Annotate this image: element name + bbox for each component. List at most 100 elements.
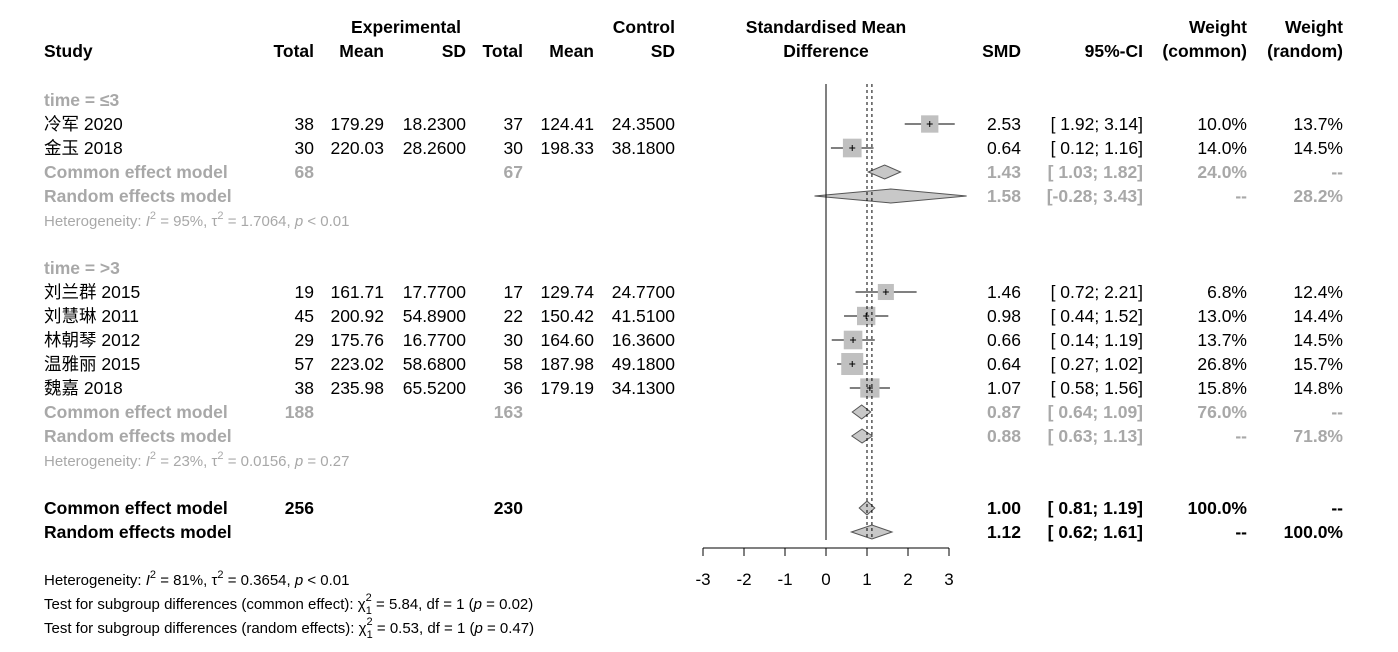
study-weight-random: 14.4% — [1293, 306, 1343, 326]
het-tau2-value: = 0.3654, — [224, 572, 295, 589]
study-e-total: 29 — [295, 330, 314, 350]
study-e-total: 45 — [295, 306, 314, 326]
overall-random-model-weight-random: 100.0% — [1284, 522, 1344, 542]
header-e-mean: Mean — [339, 41, 384, 61]
subgroup-random-model-diamond — [814, 188, 967, 204]
subgroup-common-model: Common effect model 188 163 0.87 [ 0.64; 1.0… — [44, 402, 1343, 422]
header-c-sd: SD — [651, 41, 675, 61]
study-ci: [ 0.58; 1.56] — [1051, 378, 1143, 398]
study-e-sd: 17.7700 — [403, 282, 467, 302]
study-e-total: 30 — [295, 138, 315, 158]
het-p-symbol: p — [294, 453, 303, 470]
subgroup-common-model-c-total: 67 — [504, 162, 523, 182]
overall-random-model-diamond — [849, 524, 894, 540]
test-p-symbol: p — [473, 596, 482, 613]
subgroup-common-model-weight-common: 76.0% — [1197, 402, 1247, 422]
het-p-value: < 0.01 — [303, 213, 349, 230]
header-plot-title-1: Standardised Mean — [746, 17, 906, 37]
study-row: 冷军 2020 38 179.29 18.2300 37 124.41 24.3500 2.5… — [44, 114, 1343, 134]
overall-random-model-weight-common: -- — [1235, 522, 1247, 542]
subgroup-label: time = ≤3 — [44, 90, 120, 110]
subgroup-common-model-weight-common: 24.0% — [1197, 162, 1247, 182]
het-i-symbol: I — [146, 572, 150, 589]
study-c-sd: 24.7700 — [612, 282, 676, 302]
subgroup-common-model-ci: [ 0.64; 1.09] — [1048, 402, 1143, 422]
subgroup-common-model: Common effect model 68 67 1.43 [ 1.03; 1.82]… — [44, 162, 1343, 182]
study-weight-random: 14.5% — [1293, 330, 1343, 350]
subgroup-common-model-c-total: 163 — [494, 402, 523, 422]
study-e-mean: 200.92 — [330, 306, 384, 326]
x-tick-label: 2 — [903, 570, 912, 589]
x-tick-label: -3 — [695, 570, 710, 589]
subgroup-random-model-weight-random: 71.8% — [1293, 426, 1343, 446]
study-c-total: 22 — [504, 306, 523, 326]
study-e-sd: 28.2600 — [403, 138, 467, 158]
header-c-mean: Mean — [549, 41, 594, 61]
study-c-mean: 164.60 — [540, 330, 594, 350]
study-smd: 0.98 — [987, 306, 1021, 326]
study-e-total: 38 — [295, 378, 314, 398]
study-e-mean: 220.03 — [330, 138, 384, 158]
x-axis: -3 -2 -1 0 1 2 3 — [695, 547, 954, 589]
het-tau2-value: = 1.7064, — [224, 213, 295, 230]
het-i-sup: 2 — [150, 569, 156, 581]
het-p-symbol: p — [294, 213, 303, 230]
study-c-total: 30 — [504, 330, 524, 350]
footer-heterogeneity: Heterogeneity: I2 = 81%, τ2 = 0.3654, p … — [44, 569, 350, 589]
overall-common-model: Common effect model 256 230 1.00 [ 0.81; 1.1… — [44, 498, 1343, 518]
header-experimental: Experimental — [351, 17, 461, 37]
study-row: 温雅丽 2015 57 223.02 58.6800 58 187.98 49.1800 0.… — [44, 354, 1343, 374]
x-tick-label: -2 — [736, 570, 751, 589]
overall-common-model-smd: 1.00 — [987, 498, 1021, 518]
het-tau2-value: = 0.0156, — [224, 453, 295, 470]
study-c-sd: 38.1800 — [612, 138, 676, 158]
footer-test-random: Test for subgroup differences (random ef… — [44, 616, 534, 641]
study-c-mean: 187.98 — [540, 354, 594, 374]
study-row: 林朝琴 2012 29 175.76 16.7700 30 164.60 16.3600 0.… — [44, 330, 1343, 350]
overall-random-model-label: Random effects model — [44, 522, 232, 542]
het-prefix: Heterogeneity: — [44, 453, 146, 470]
test-prefix: Test for subgroup differences (random ef… — [44, 620, 359, 637]
test-prefix: Test for subgroup differences (common ef… — [44, 596, 358, 613]
study-c-mean: 129.74 — [540, 282, 594, 302]
subgroup-common-model-e-total: 68 — [295, 162, 315, 182]
study-weight-common: 13.0% — [1197, 306, 1247, 326]
het-i-symbol: I — [146, 213, 150, 230]
subgroup-common-model-diamond — [851, 404, 872, 420]
subgroup-random-model-ci: [-0.28; 3.43] — [1047, 186, 1143, 206]
header-e-sd: SD — [442, 41, 466, 61]
overall-random-model-smd: 1.12 — [987, 522, 1021, 542]
study-row: 魏嘉 2018 38 235.98 65.5200 36 179.19 34.1300 1.0… — [44, 378, 1343, 398]
study-c-total: 36 — [504, 378, 523, 398]
point-estimate — [863, 313, 870, 319]
het-i2-value: = 23%, τ — [156, 453, 217, 470]
study-name: 温雅丽 2015 — [44, 354, 140, 374]
study-ci: [ 0.44; 1.52] — [1051, 306, 1143, 326]
study-row: 刘慧琳 2011 45 200.92 54.8900 22 150.42 41.5100 0.… — [44, 306, 1343, 326]
study-e-sd: 65.5200 — [403, 378, 467, 398]
subgroup-common-model-smd: 1.43 — [987, 162, 1021, 182]
test-chi-sub: 1 — [366, 605, 372, 617]
x-tick-label: 0 — [821, 570, 830, 589]
study-e-mean: 179.29 — [330, 114, 384, 134]
study-smd: 1.46 — [987, 282, 1021, 302]
het-p-value: = 0.27 — [303, 453, 349, 470]
study-name: 刘慧琳 2011 — [44, 306, 139, 326]
study-e-sd: 18.2300 — [403, 114, 467, 134]
test-chi-sup: 2 — [366, 616, 372, 628]
test-p-value: = 0.02) — [482, 596, 533, 613]
header-plot-title-2: Difference — [783, 41, 869, 61]
het-i-sup: 2 — [150, 210, 156, 222]
study-smd: 0.64 — [987, 354, 1021, 374]
header-ci: 95%-CI — [1085, 41, 1143, 61]
het-p-value: < 0.01 — [303, 572, 349, 589]
study-smd: 1.07 — [987, 378, 1021, 398]
study-smd: 2.53 — [987, 114, 1021, 134]
study-e-total: 38 — [295, 114, 314, 134]
study-weight-common: 15.8% — [1197, 378, 1247, 398]
study-weight-random: 13.7% — [1293, 114, 1343, 134]
test-chi-sub: 1 — [367, 629, 373, 641]
study-c-sd: 41.5100 — [612, 306, 676, 326]
study-weight-random: 14.5% — [1293, 138, 1343, 158]
test-chi-value: = 0.53, df = 1 ( — [373, 620, 475, 637]
